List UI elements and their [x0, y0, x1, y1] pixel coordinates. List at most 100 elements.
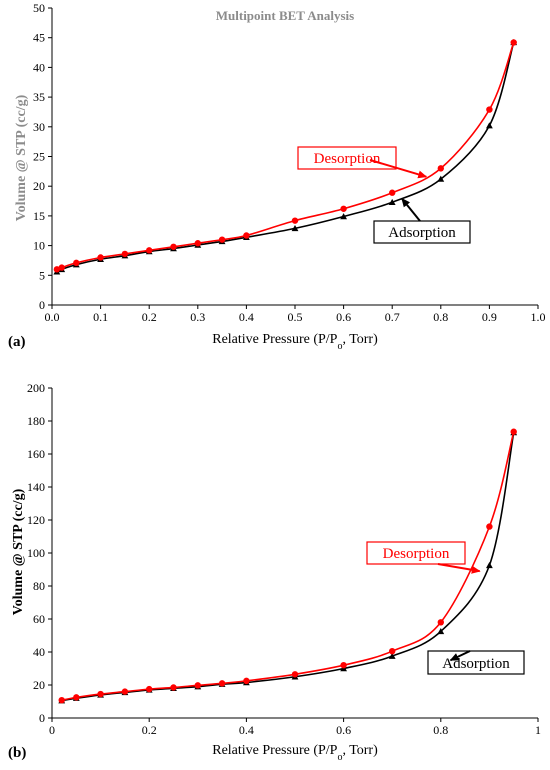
chart-a-desorption-point: [53, 266, 61, 273]
chart-a-adsorption-point: [388, 198, 396, 205]
chart-b-y-tick-label: 180: [27, 414, 45, 428]
chart-a-desorption-point: [194, 240, 201, 247]
chart-a-desorption-point: [218, 236, 226, 243]
chart-b-x-tick-label: 0.8: [433, 723, 448, 737]
chart-b-desorption-arrow: [437, 563, 481, 574]
chart-a-desorption-point: [58, 264, 65, 271]
chart-a-desorption-arrow: [369, 159, 428, 179]
chart-a-adsorption-line: [56, 42, 515, 273]
chart-b-desorption-point: [243, 677, 250, 685]
chart-b: Volume @ STP (cc/g) Relative Pressure (P…: [8, 381, 541, 763]
chart-a-desorption-point: [243, 232, 250, 239]
chart-b-desorption-point: [97, 690, 104, 698]
chart-b-adsorption-point: [437, 627, 445, 635]
chart-a-adsorption-arrow: [401, 197, 421, 222]
chart-b-y-tick-label: 160: [27, 447, 45, 461]
chart-b-desorption-point: [170, 684, 177, 691]
chart-a-x-tick-label: 0.9: [482, 310, 497, 324]
chart-b-x-axis-label: Relative Pressure (P/Po, Torr): [212, 743, 378, 763]
chart-a-adsorption-point: [340, 213, 347, 220]
chart-b-x-tick-label: 0: [49, 723, 55, 737]
chart-a: Multipoint BET Analysis Volume @ STP (cc…: [8, 1, 546, 352]
chart-b-x-tick-label: 0.6: [336, 723, 351, 737]
chart-a-adsorption-label-box: [373, 220, 471, 244]
chart-b-x-tick-label: 0.4: [239, 723, 254, 737]
chart-a-desorption-point: [146, 247, 153, 254]
chart-b-y-tick-label: 140: [27, 480, 45, 494]
chart-a-desorption-point: [510, 39, 517, 46]
chart-a-desorption-point: [97, 254, 104, 261]
chart-a-adsorption-point: [486, 122, 493, 129]
chart-b-y-tick-label: 200: [27, 381, 45, 395]
chart-b-y-axis-label: Volume @ STP (cc/g): [11, 488, 26, 615]
chart-b-desorption-point: [194, 682, 201, 689]
chart-b-y-tick-label: 0: [39, 711, 45, 725]
chart-a-x-tick-label: 0.4: [239, 310, 254, 324]
chart-b-y-tick-label: 60: [33, 612, 45, 626]
chart-a-y-tick-label: 30: [33, 120, 45, 134]
chart-b-x-tick-label: 1: [535, 723, 541, 737]
chart-b-y-tick-label: 20: [33, 678, 45, 692]
chart-b-desorption-point: [58, 696, 65, 704]
chart-b-x-tick-label: 0.2: [142, 723, 157, 737]
chart-a-desorption-point: [73, 259, 80, 267]
chart-b-panel-label: (b): [8, 745, 26, 761]
chart-a-y-tick-label: 0: [39, 298, 45, 312]
chart-a-desorption-point: [340, 205, 347, 212]
chart-a-desorption-label-box: [297, 146, 397, 170]
chart-a-x-tick-label: 0.5: [288, 310, 303, 324]
chart-a-adsorption-label: Adsorption: [388, 225, 456, 241]
chart-a-title: Multipoint BET Analysis: [216, 8, 354, 23]
chart-a-desorption-point: [389, 189, 396, 196]
chart-a-desorption-point: [121, 250, 129, 258]
chart-a-y-tick-label: 50: [33, 1, 45, 15]
chart-b-desorption-point: [218, 680, 226, 687]
chart-a-y-tick-label: 15: [33, 209, 45, 223]
chart-a-x-axis-label: Relative Pressure (P/Po, Torr): [212, 332, 378, 352]
chart-b-adsorption-arrow: [449, 650, 471, 662]
chart-b-y-tick-label: 40: [33, 645, 45, 659]
chart-a-desorption-point: [170, 243, 177, 250]
chart-b-adsorption-point: [388, 652, 396, 659]
chart-a-y-tick-label: 40: [33, 60, 45, 74]
chart-b-desorption-point: [340, 662, 347, 669]
chart-a-panel-label: (a): [8, 334, 26, 350]
chart-b-y-tick-label: 80: [33, 579, 45, 593]
chart-b-adsorption-point: [486, 561, 493, 569]
chart-b-desorption-label: Desorption: [383, 546, 450, 562]
chart-a-x-tick-label: 0.8: [433, 310, 448, 324]
chart-a-desorption-label: Desorption: [314, 151, 381, 167]
chart-a-y-tick-label: 25: [33, 150, 45, 164]
chart-b-desorption-point: [291, 671, 299, 678]
chart-a-y-tick-label: 45: [33, 31, 45, 45]
chart-a-y-tick-label: 10: [33, 239, 45, 253]
chart-a-adsorption-point: [437, 175, 445, 182]
chart-a-desorption-point: [291, 217, 299, 224]
chart-b-desorption-point: [146, 685, 153, 693]
chart-a-x-tick-label: 0.0: [45, 310, 60, 324]
chart-b-desorption-point: [510, 428, 517, 435]
chart-b-desorption-point: [437, 619, 444, 626]
chart-b-desorption-point: [389, 647, 396, 655]
chart-b-desorption-point: [121, 688, 129, 695]
chart-a-x-tick-label: 0.1: [93, 310, 108, 324]
chart-a-x-tick-label: 0.7: [385, 310, 400, 324]
chart-a-x-tick-label: 0.3: [190, 310, 205, 324]
chart-a-desorption-point: [437, 165, 444, 172]
chart-a-adsorption-point: [291, 224, 299, 232]
chart-b-adsorption-line: [61, 432, 515, 702]
chart-a-x-tick-label: 0.2: [142, 310, 157, 324]
chart-b-y-tick-label: 120: [27, 513, 45, 527]
chart-a-x-tick-label: 0.6: [336, 310, 351, 324]
chart-b-desorption-point: [73, 694, 80, 701]
chart-a-y-tick-label: 5: [39, 268, 45, 282]
chart-a-x-tick-label: 1.0: [531, 310, 546, 324]
chart-a-y-axis-label: Volume @ STP (cc/g): [14, 94, 29, 221]
chart-b-desorption-label-box: [366, 541, 466, 565]
chart-a-y-tick-label: 20: [33, 179, 45, 193]
chart-b-desorption-point: [486, 523, 493, 530]
chart-a-desorption-point: [486, 106, 493, 113]
chart-b-y-tick-label: 100: [27, 546, 45, 560]
chart-a-y-tick-label: 35: [33, 90, 45, 104]
